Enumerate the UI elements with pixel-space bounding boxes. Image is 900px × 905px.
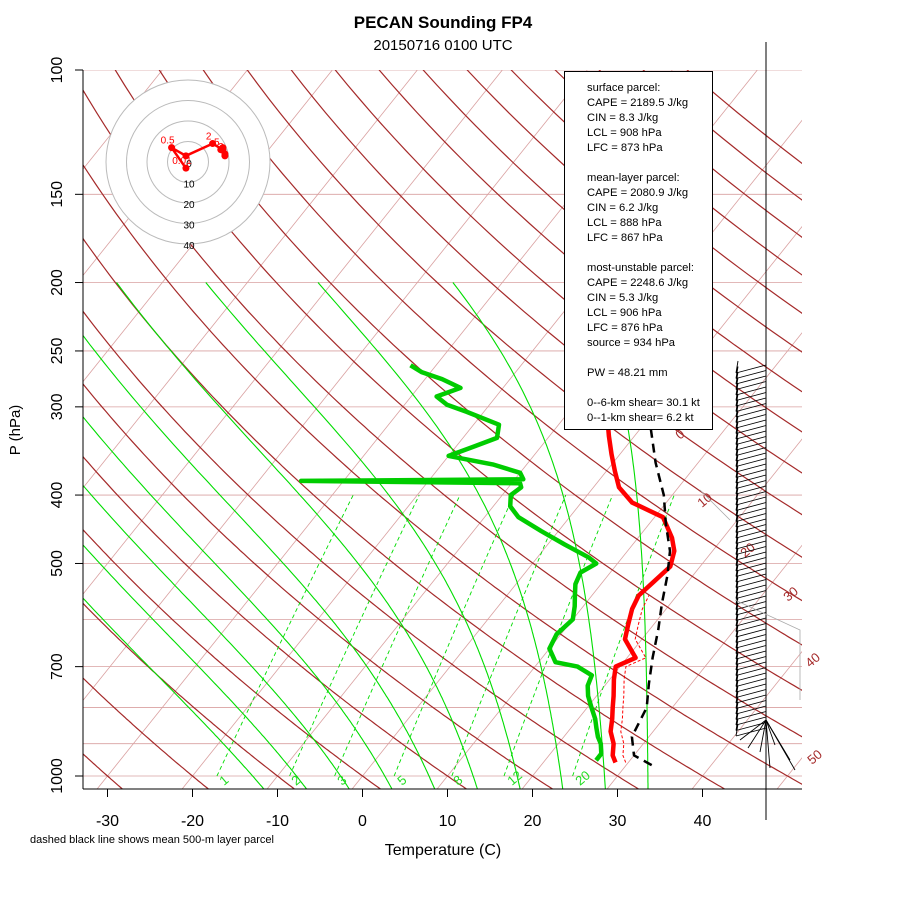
- x-axis-label: Temperature (C): [385, 842, 501, 859]
- most-unstable-cin: CIN = 5.3 J/kg: [587, 291, 712, 306]
- y-tick-label: 250: [49, 338, 66, 365]
- surface-parcel-heading: surface parcel:: [587, 81, 712, 96]
- y-axis-ticks: 100 150 200 250 300 400 500 700 1000: [49, 57, 83, 794]
- mixing-ratio-line: [217, 495, 353, 776]
- isotherm-line: [11, 54, 600, 791]
- dry-adiabat-label: 10: [694, 490, 715, 511]
- mean-layer-lfc: LFC = 867 hPa: [587, 231, 712, 246]
- most-unstable-cape: CAPE = 2248.6 J/kg: [587, 276, 712, 291]
- chart-title: PECAN Sounding FP4: [354, 13, 533, 32]
- dry-adiabat-label: 30: [780, 584, 801, 605]
- shear-0-6km: 0--6-km shear= 30.1 kt: [587, 396, 712, 411]
- mixing-ratio-label: 8: [450, 772, 465, 788]
- hodograph-point-label: 5: [214, 138, 220, 149]
- surface-lcl: LCL = 908 hPa: [587, 126, 712, 141]
- y-tick-label: 700: [49, 653, 66, 680]
- x-tick-label: 0: [358, 813, 367, 830]
- x-axis-ticks: -30 -20 -10 0 10 20 30 40: [96, 789, 712, 830]
- mixing-ratio-line: [573, 495, 675, 776]
- isotherm-line: [691, 54, 900, 791]
- hodograph-ring-label: 20: [183, 200, 195, 211]
- hodograph-point-label: 0.01: [172, 156, 192, 167]
- isotherm-line: [776, 54, 900, 791]
- most-unstable-parcel-group: most-unstable parcel: CAPE = 2248.6 J/kg…: [587, 261, 712, 351]
- isotherm-line: [0, 54, 5, 791]
- x-tick-label: 10: [439, 813, 457, 830]
- mixing-ratio-label: 12: [504, 768, 525, 789]
- x-tick-label: 40: [694, 813, 712, 830]
- dry-adiabat-line: [0, 54, 642, 791]
- y-axis-label: P (hPa): [7, 405, 24, 456]
- mixing-ratio-lines: [217, 495, 674, 776]
- y-tick-label: 1000: [49, 758, 66, 794]
- most-unstable-lfc: LFC = 876 hPa: [587, 321, 712, 336]
- y-tick-label: 500: [49, 550, 66, 577]
- mean-layer-parcel-group: mean-layer parcel: CAPE = 2080.9 J/kg CI…: [587, 171, 712, 246]
- x-tick-label: 20: [524, 813, 542, 830]
- x-tick-label: -20: [181, 813, 204, 830]
- dry-adiabat-label: 40: [802, 650, 823, 671]
- parcel-info-box: surface parcel: CAPE = 2189.5 J/kg CIN =…: [564, 71, 713, 430]
- shear-0-1km: 0--1-km shear= 6.2 kt: [587, 411, 712, 426]
- mixing-ratio-label: 20: [572, 768, 593, 789]
- hodograph-ring-label: 10: [183, 180, 195, 191]
- most-unstable-lcl: LCL = 906 hPa: [587, 306, 712, 321]
- moist-adiabat-line: [0, 283, 308, 792]
- most-unstable-source: source = 934 hPa: [587, 336, 712, 351]
- mean-layer-cin: CIN = 6.2 J/kg: [587, 201, 712, 216]
- mixing-ratio-line: [394, 495, 514, 776]
- mean-layer-cape: CAPE = 2080.9 J/kg: [587, 186, 712, 201]
- x-tick-label: 30: [609, 813, 627, 830]
- surface-lfc: LFC = 873 hPa: [587, 141, 712, 156]
- y-tick-label: 300: [49, 393, 66, 420]
- most-unstable-heading: most-unstable parcel:: [587, 261, 712, 276]
- y-tick-label: 400: [49, 482, 66, 509]
- hodograph-ring-label: 30: [183, 221, 195, 232]
- dry-adiabat-label: 50: [804, 747, 825, 768]
- hodograph-point: [221, 152, 228, 159]
- isotherm-line: [861, 54, 900, 791]
- parcel-trace-line: [632, 372, 670, 765]
- surface-parcel-group: surface parcel: CAPE = 2189.5 J/kg CIN =…: [587, 81, 712, 156]
- moist-adiabat-line: [45, 283, 436, 792]
- y-tick-label: 100: [49, 57, 66, 84]
- mixing-ratio-label: 1: [216, 772, 231, 788]
- y-tick-label: 150: [49, 181, 66, 208]
- hodograph-point-label: 2: [206, 132, 212, 143]
- y-tick-label: 200: [49, 269, 66, 296]
- mixing-ratio-label: 5: [394, 772, 409, 788]
- moist-adiabat-line: [117, 283, 479, 792]
- mean-layer-heading: mean-layer parcel:: [587, 171, 712, 186]
- wind-barb: [766, 720, 795, 770]
- hodograph-point-label: 0.5: [161, 136, 175, 147]
- chart-subtitle: 20150716 0100 UTC: [373, 37, 512, 54]
- x-tick-label: -30: [96, 813, 119, 830]
- surface-cape: CAPE = 2189.5 J/kg: [587, 96, 712, 111]
- dewpoint-trace-line: [301, 365, 601, 760]
- precipitable-water: PW = 48.21 mm: [587, 366, 712, 381]
- hodograph-ring-label: 40: [183, 241, 195, 252]
- wind-barb-column: [700, 42, 800, 820]
- x-tick-label: -10: [266, 813, 289, 830]
- mean-layer-lcl: LCL = 888 hPa: [587, 216, 712, 231]
- footnote: dashed black line shows mean 500-m layer…: [30, 834, 274, 846]
- surface-cin: CIN = 8.3 J/kg: [587, 111, 712, 126]
